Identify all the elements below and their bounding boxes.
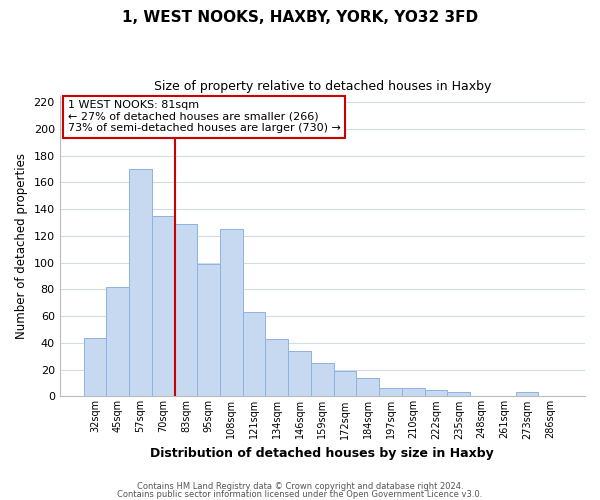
Bar xyxy=(197,264,220,396)
Bar xyxy=(106,287,129,397)
Bar xyxy=(448,392,470,396)
Bar xyxy=(265,339,288,396)
Text: 1, WEST NOOKS, HAXBY, YORK, YO32 3FD: 1, WEST NOOKS, HAXBY, YORK, YO32 3FD xyxy=(122,10,478,25)
Title: Size of property relative to detached houses in Haxby: Size of property relative to detached ho… xyxy=(154,80,491,93)
Text: 1 WEST NOOKS: 81sqm
← 27% of detached houses are smaller (266)
73% of semi-detac: 1 WEST NOOKS: 81sqm ← 27% of detached ho… xyxy=(68,100,340,134)
Text: Contains public sector information licensed under the Open Government Licence v3: Contains public sector information licen… xyxy=(118,490,482,499)
Bar xyxy=(334,371,356,396)
Bar xyxy=(402,388,425,396)
Bar xyxy=(129,169,152,396)
Bar xyxy=(175,224,197,396)
Bar xyxy=(356,378,379,396)
X-axis label: Distribution of detached houses by size in Haxby: Distribution of detached houses by size … xyxy=(151,447,494,460)
Bar xyxy=(220,230,243,396)
Bar xyxy=(379,388,402,396)
Text: Contains HM Land Registry data © Crown copyright and database right 2024.: Contains HM Land Registry data © Crown c… xyxy=(137,482,463,491)
Bar xyxy=(515,392,538,396)
Bar xyxy=(425,390,448,396)
Bar xyxy=(311,363,334,396)
Bar xyxy=(288,351,311,397)
Y-axis label: Number of detached properties: Number of detached properties xyxy=(15,153,28,339)
Bar xyxy=(83,338,106,396)
Bar xyxy=(243,312,265,396)
Bar xyxy=(152,216,175,396)
